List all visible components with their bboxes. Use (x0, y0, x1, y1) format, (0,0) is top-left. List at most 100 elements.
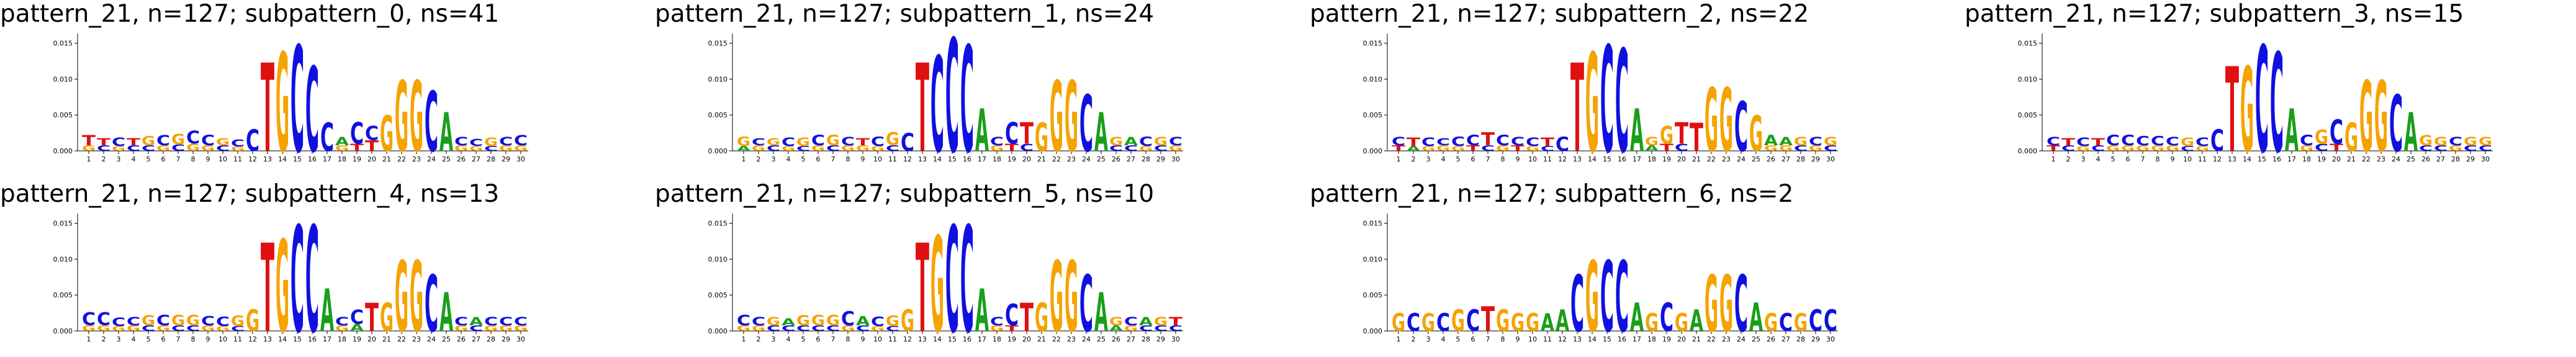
x-tick-label: 27 (1781, 335, 1790, 343)
x-tick-label: 16 (308, 335, 317, 343)
logo-letter-G: G (2344, 115, 2358, 160)
panel-title: pattern_21, n=127; subpattern_1, ns=24 (655, 0, 1155, 28)
logo-letter-G: G (2359, 61, 2373, 174)
x-tick-label: 3 (772, 155, 776, 163)
x-tick-label: 24 (427, 335, 436, 343)
y-tick-label: 0.010 (1363, 255, 1383, 263)
logo-letter-C: C (1779, 309, 1793, 337)
logo-letter-G: G (2121, 143, 2135, 153)
logo-letter-G: G (1749, 107, 1763, 163)
x-tick-label: 23 (1067, 155, 1076, 163)
logo-letter-C: C (484, 145, 498, 153)
x-tick-label: 12 (1558, 335, 1567, 343)
x-tick-label: 20 (1677, 155, 1686, 163)
y-tick-label: 0.000 (2018, 147, 2038, 155)
logo-letter-G: G (1809, 143, 1822, 153)
x-tick-label: 19 (1662, 155, 1671, 163)
logo-letter-C: C (752, 136, 765, 147)
logo-letter-A: A (1779, 135, 1793, 148)
x-tick-label: 23 (1722, 335, 1731, 343)
logo-letter-T: T (261, 218, 274, 357)
logo-letter-T: T (1541, 135, 1555, 149)
x-tick-label: 19 (1007, 155, 1016, 163)
logo-letter-C: C (1600, 242, 1614, 355)
logo-letter-C: C (290, 197, 304, 357)
x-tick-label: 1 (2051, 155, 2056, 163)
x-tick-label: 14 (933, 335, 942, 343)
logo-letter-A: A (1109, 323, 1124, 333)
x-tick-label: 7 (831, 155, 835, 163)
logo-letter-G: G (454, 323, 468, 333)
logo-letter-C: C (2434, 143, 2448, 153)
x-tick-label: 10 (1528, 155, 1537, 163)
x-tick-label: 2 (102, 155, 106, 163)
y-tick-label: 0.015 (708, 40, 728, 48)
logo-letter-G: G (2166, 143, 2179, 153)
x-tick-label: 22 (1052, 155, 1061, 163)
x-tick-label: 26 (457, 335, 466, 343)
logo-letter-G: G (1779, 143, 1793, 153)
logo-letter-G: G (201, 143, 215, 153)
x-tick-label: 20 (367, 155, 376, 163)
logo-letter-G: G (2300, 143, 2313, 153)
logo-letter-G: G (1585, 25, 1599, 183)
logo-letter-C: C (514, 133, 528, 148)
x-tick-label: 23 (1067, 335, 1076, 343)
x-tick-label: 18 (2302, 155, 2311, 163)
x-tick-label: 18 (338, 155, 346, 163)
logo-letter-G: G (781, 145, 795, 153)
logo-letter-G: G (2151, 143, 2164, 153)
x-tick-label: 16 (1618, 155, 1626, 163)
x-tick-label: 30 (1171, 335, 1180, 343)
x-tick-label: 14 (1588, 155, 1596, 163)
x-tick-label: 5 (1456, 335, 1461, 343)
logo-letter-G: G (1035, 295, 1048, 340)
x-tick-label: 18 (993, 335, 1001, 343)
logo-letter-G: G (2464, 135, 2477, 148)
logo-letter-T: T (1466, 143, 1480, 153)
x-tick-label: 27 (1127, 155, 1135, 163)
logo-letter-G: G (2479, 135, 2492, 148)
y-tick-label: 0.005 (708, 111, 728, 119)
logo-letter-C: C (231, 137, 245, 148)
logo-letter-G: G (171, 131, 185, 148)
x-tick-label: 15 (948, 155, 957, 163)
x-tick-label: 22 (397, 155, 406, 163)
x-tick-label: 20 (2332, 155, 2341, 163)
x-tick-label: 25 (442, 155, 451, 163)
logo-letter-G: G (514, 323, 528, 333)
y-tick-label: 0.005 (53, 111, 73, 119)
logo-letter-A: A (1690, 305, 1703, 338)
logo-letter-C: C (960, 197, 974, 357)
y-tick-label: 0.010 (53, 75, 73, 83)
logo-letter-G: G (2315, 126, 2328, 148)
logo-letter-G: G (2181, 135, 2194, 149)
x-tick-label: 20 (367, 335, 376, 343)
x-tick-label: 9 (861, 335, 865, 343)
logo-letter-C: C (1570, 260, 1584, 350)
logo-letter-A: A (350, 322, 364, 333)
logo-letter-C: C (469, 323, 483, 333)
y-tick-label: 0.005 (1363, 111, 1383, 119)
logo-letter-G: G (796, 313, 810, 328)
logo-letter-G: G (1050, 61, 1063, 174)
y-tick-label: 0.015 (708, 220, 728, 228)
logo-letter-C: C (752, 315, 765, 328)
logo-letter-C: C (112, 315, 125, 329)
logo-letter-T: T (261, 38, 274, 179)
logo-letter-T: T (1481, 129, 1495, 149)
x-tick-label: 5 (2111, 155, 2115, 163)
logo-letter-C: C (2330, 113, 2343, 152)
logo-letter-T: T (1511, 143, 1525, 153)
x-tick-label: 4 (786, 335, 791, 343)
x-tick-label: 10 (218, 335, 227, 343)
logo-letter-G: G (499, 143, 513, 153)
logo-letter-G: G (2076, 145, 2090, 153)
x-tick-label: 4 (786, 155, 791, 163)
logo-letter-G: G (142, 313, 155, 328)
x-tick-label: 15 (293, 155, 302, 163)
logo-letter-C: C (1496, 132, 1510, 148)
logo-letter-G: G (1421, 309, 1435, 337)
logo-letter-C: C (1451, 135, 1465, 149)
